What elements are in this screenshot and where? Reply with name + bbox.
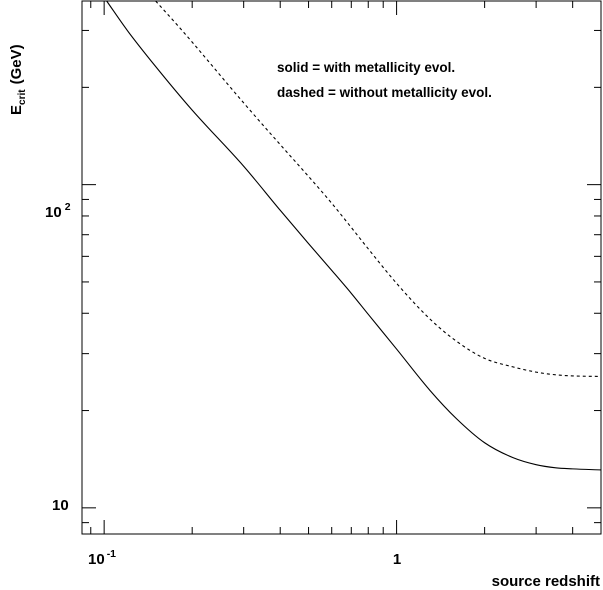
- svg-text:Ecrit(GeV): Ecrit (GeV): [8, 44, 28, 115]
- series-line-solid: [106, 0, 602, 471]
- series-line-dashed: [155, 0, 602, 377]
- y-axis-label-unit: (GeV): [8, 44, 25, 84]
- x-tick-base: 10: [88, 551, 105, 568]
- y-axis-label-main: E: [8, 105, 25, 115]
- x-tick-label-1: 1: [393, 551, 401, 568]
- series-group: [106, 0, 602, 471]
- annotation-solid: solid = with metallicity evol.: [277, 60, 455, 75]
- y-axis-label: Ecrit (GeV): [8, 44, 28, 115]
- y-tick-label-10: 10: [52, 497, 69, 514]
- y-axis-label-sub: crit: [17, 89, 28, 105]
- x-tick-exp: -1: [107, 548, 116, 560]
- x-axis-label: source redshift: [492, 573, 600, 590]
- x-tick-base: 1: [393, 551, 401, 568]
- annotation-dashed: dashed = without metallicity evol.: [277, 85, 492, 100]
- y-tick-exp: 2: [65, 201, 71, 213]
- x-tick-label-0.1: 10 -1: [88, 548, 116, 568]
- y-tick-base: 10: [45, 204, 62, 221]
- axis-ticks: [82, 1, 602, 534]
- plot-frame: [81, 0, 602, 535]
- y-tick-base: 10: [52, 497, 69, 514]
- y-tick-label-100: 10 2: [45, 201, 71, 221]
